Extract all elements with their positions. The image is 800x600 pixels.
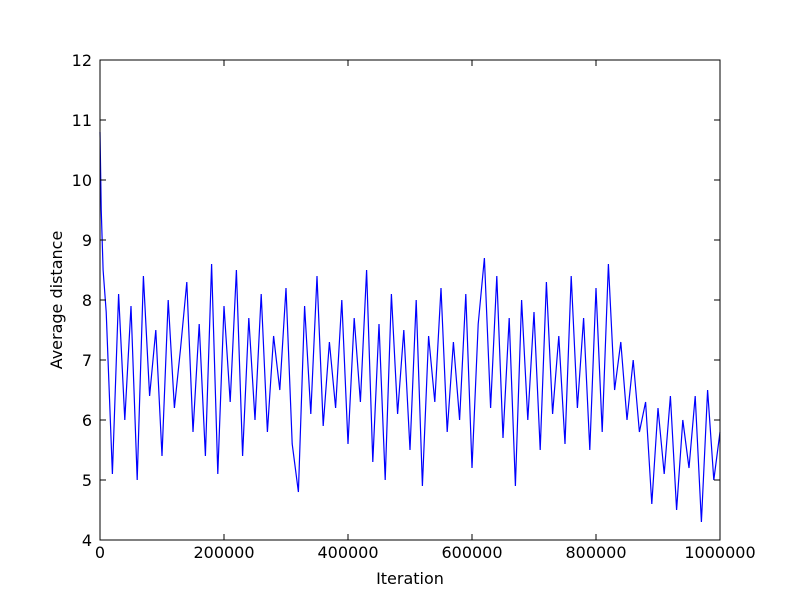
y-tick-label: 7: [82, 351, 92, 370]
y-tick-label: 5: [82, 471, 92, 490]
y-tick-label: 10: [72, 171, 92, 190]
y-tick-label: 4: [82, 531, 92, 550]
x-axis-label: Iteration: [376, 569, 444, 588]
x-tick-label: 400000: [317, 543, 378, 562]
y-tick-label: 8: [82, 291, 92, 310]
y-tick-label: 12: [72, 51, 92, 70]
x-tick-label: 1000000: [684, 543, 755, 562]
x-tick-label: 600000: [441, 543, 502, 562]
x-tick-label: 800000: [565, 543, 626, 562]
y-axis-label: Average distance: [47, 231, 66, 370]
y-tick-label: 11: [72, 111, 92, 130]
y-tick-label: 6: [82, 411, 92, 430]
x-tick-label: 0: [95, 543, 105, 562]
x-tick-label: 200000: [193, 543, 254, 562]
data-line: [99, 131, 721, 523]
y-tick-label: 9: [82, 231, 92, 250]
